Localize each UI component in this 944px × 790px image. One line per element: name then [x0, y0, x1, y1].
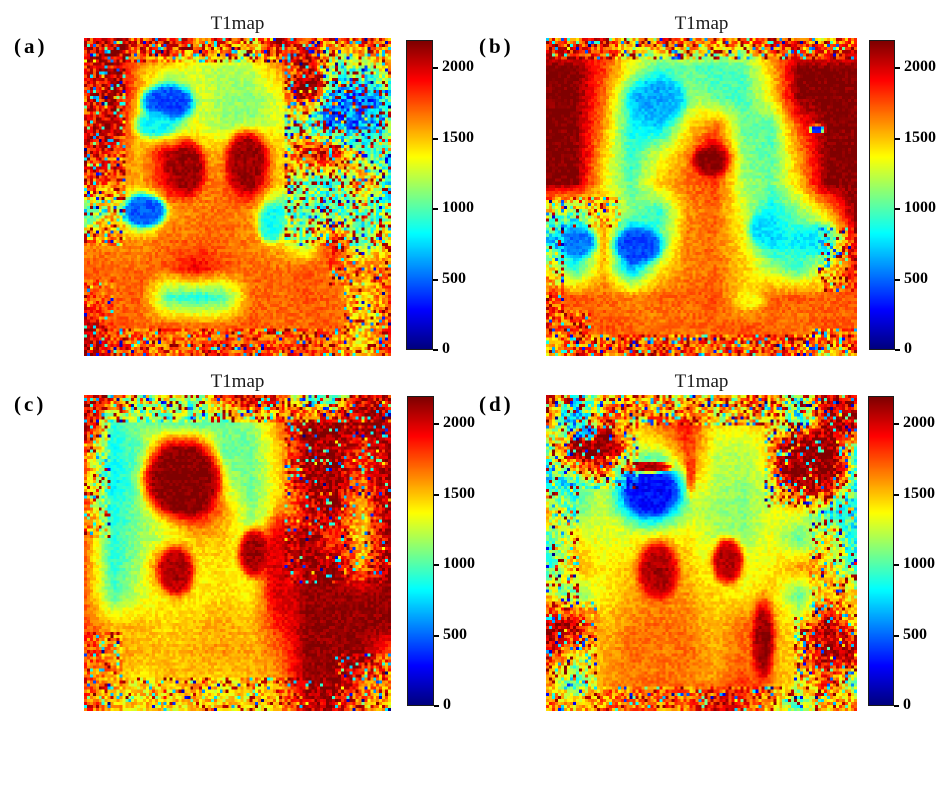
- colorbar-tick-mark: [894, 705, 899, 707]
- colorbar-tick-label: 500: [443, 625, 467, 643]
- colorbar-tick-mark: [433, 137, 438, 140]
- panel-b-colorbar-ticks: 2000 1500 1000 500 0: [895, 40, 944, 357]
- panel-c-colorbar: [407, 396, 434, 706]
- panel-b-colorbar: [869, 40, 895, 350]
- panel-c-label: (c): [14, 392, 47, 416]
- colorbar-tick-label: 2000: [442, 58, 474, 76]
- colorbar-tick-label: 0: [443, 696, 451, 713]
- colorbar-tick-mark: [433, 278, 438, 281]
- colorbar-tick-label: 1000: [903, 555, 935, 573]
- colorbar-tick-label: 2000: [903, 414, 935, 432]
- colorbar-tick-label: 500: [904, 269, 928, 287]
- panel-d-label: (d): [479, 392, 514, 416]
- colorbar-tick-label: 1500: [904, 128, 936, 146]
- colorbar-tick-mark: [434, 634, 439, 637]
- colorbar-tick-label: 0: [442, 340, 450, 357]
- colorbar-tick-mark: [434, 564, 439, 567]
- panel-d-title: T1map: [674, 371, 729, 392]
- colorbar-tick-label: 1000: [904, 199, 936, 217]
- colorbar-tick-mark: [434, 423, 439, 426]
- colorbar-tick-label: 1500: [903, 484, 935, 502]
- panel-d-t1map-image: [546, 395, 857, 711]
- panel-b-label: (b): [479, 34, 514, 58]
- panel-d-colorbar: [868, 396, 894, 706]
- colorbar-tick-mark: [895, 349, 900, 351]
- colorbar-tick-label: 1500: [442, 128, 474, 146]
- colorbar-tick-mark: [434, 705, 439, 707]
- colorbar-tick-label: 1500: [443, 484, 475, 502]
- colorbar-tick-mark: [894, 423, 899, 426]
- colorbar-tick-label: 1000: [443, 555, 475, 573]
- panel-b-title: T1map: [674, 13, 729, 34]
- panel-c-t1map-image: [84, 395, 391, 711]
- colorbar-tick-label: 0: [903, 696, 911, 713]
- colorbar-tick-label: 1000: [442, 199, 474, 217]
- panel-a-title: T1map: [210, 13, 265, 34]
- colorbar-tick-mark: [894, 634, 899, 637]
- colorbar-tick-mark: [895, 137, 900, 140]
- panel-c-colorbar-ticks: 2000 1500 1000 500 0: [434, 396, 494, 713]
- colorbar-tick-mark: [895, 208, 900, 211]
- colorbar-tick-mark: [433, 349, 438, 351]
- panel-a-label: (a): [14, 34, 48, 58]
- panel-a-colorbar-ticks: 2000 1500 1000 500 0: [433, 40, 493, 357]
- panel-c-title: T1map: [210, 371, 265, 392]
- colorbar-tick-label: 2000: [904, 58, 936, 76]
- panel-d-colorbar-ticks: 2000 1500 1000 500 0: [894, 396, 944, 713]
- colorbar-tick-mark: [434, 493, 439, 496]
- colorbar-tick-mark: [433, 67, 438, 70]
- colorbar-tick-label: 2000: [443, 414, 475, 432]
- panel-a-colorbar: [406, 40, 433, 350]
- colorbar-tick-label: 0: [904, 340, 912, 357]
- colorbar-tick-label: 500: [903, 625, 927, 643]
- colorbar-tick-mark: [433, 208, 438, 211]
- colorbar-tick-mark: [895, 67, 900, 70]
- panel-b-t1map-image: [546, 38, 857, 356]
- colorbar-tick-label: 500: [442, 269, 466, 287]
- colorbar-tick-mark: [895, 278, 900, 281]
- colorbar-tick-mark: [894, 564, 899, 567]
- panel-a-t1map-image: [84, 38, 391, 356]
- colorbar-tick-mark: [894, 493, 899, 496]
